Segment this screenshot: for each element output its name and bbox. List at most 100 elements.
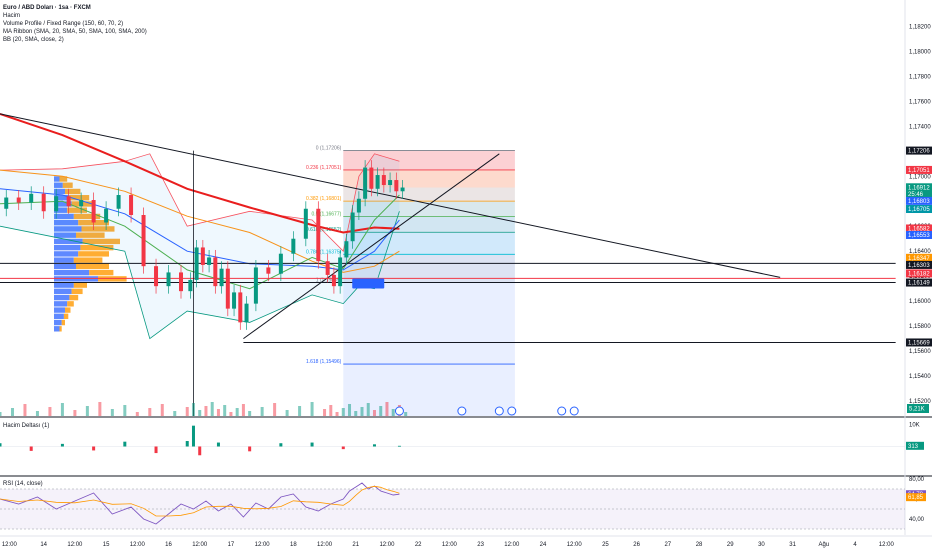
price-tick-label: 1,17000 bbox=[909, 174, 931, 180]
indicator-bb[interactable]: BB (20, SMA, close, 2) bbox=[3, 37, 64, 43]
candle-body bbox=[331, 274, 336, 287]
volume-bar bbox=[35, 411, 39, 416]
indicator-volume-profile[interactable]: Volume Profile / Fixed Range (150, 60, 7… bbox=[3, 21, 124, 27]
volume-profile-bar-up bbox=[54, 238, 83, 245]
price-tick-label: 1,16400 bbox=[909, 249, 931, 255]
price-label-bg bbox=[906, 224, 932, 233]
price-label-bg bbox=[906, 146, 932, 155]
volume-bar bbox=[204, 406, 208, 416]
candle-body bbox=[344, 241, 349, 258]
flag-icon bbox=[557, 406, 567, 416]
price-label: 1,17051 bbox=[908, 168, 930, 174]
delta-pane-title[interactable]: Hacim Deltası (1) bbox=[3, 423, 50, 429]
delta-bar bbox=[154, 446, 158, 454]
volume-bar bbox=[372, 410, 376, 416]
volume-profile-bar-up bbox=[54, 201, 72, 207]
volume-profile-bar-down bbox=[89, 269, 114, 276]
time-tick-label: 22 bbox=[415, 542, 422, 548]
candle-body bbox=[104, 208, 109, 223]
delta-bar bbox=[372, 444, 376, 447]
time-tick-label: 12:00 bbox=[504, 542, 520, 548]
price-label: 1,17206 bbox=[908, 149, 930, 155]
volume-bar bbox=[198, 410, 202, 416]
volume-bar bbox=[23, 404, 27, 416]
position-stop-zone bbox=[343, 187, 515, 416]
volume-bar bbox=[160, 404, 164, 416]
time-tick-label: Ağu bbox=[819, 542, 830, 548]
volume-profile-bar-up bbox=[54, 301, 68, 307]
price-label: 1,16347 bbox=[908, 256, 930, 262]
volume-bar bbox=[185, 407, 189, 416]
volume-indicator-label[interactable]: Hacim bbox=[3, 13, 21, 19]
volume-profile-bar-down bbox=[76, 263, 109, 270]
candle-body bbox=[266, 267, 271, 274]
rsi-value-label: 61,85 bbox=[908, 495, 924, 501]
price-tick-label: 1,18200 bbox=[909, 24, 931, 30]
volume-profile-bar-up bbox=[54, 251, 79, 257]
price-tick-label: 1,16000 bbox=[909, 299, 931, 305]
price-label-bg bbox=[906, 205, 932, 214]
candle-body bbox=[232, 292, 237, 309]
candle-body bbox=[225, 268, 230, 309]
volume-profile-bar-up bbox=[54, 294, 70, 301]
price-label: 1,16553 bbox=[908, 233, 930, 239]
volume-bar bbox=[10, 408, 14, 416]
price-tick-label: 1,17600 bbox=[909, 99, 931, 105]
time-tick-label: 26 bbox=[633, 542, 640, 548]
volume-profile-bar-down bbox=[59, 176, 68, 182]
volume-bar bbox=[379, 406, 383, 416]
time-tick-label: 15 bbox=[103, 542, 110, 548]
indicator-ma-ribbon[interactable]: MA Ribbon (SMA, 20, SMA, 50, SMA, 100, S… bbox=[3, 29, 147, 35]
volume-bar bbox=[135, 412, 139, 416]
volume-bar bbox=[216, 409, 220, 416]
symbol-title[interactable]: Euro / ABD Doları · 1sa · FXCM bbox=[3, 5, 91, 11]
position-entry-marker bbox=[352, 278, 385, 289]
candle-body bbox=[303, 208, 308, 239]
volume-bar bbox=[385, 402, 389, 416]
volume-bar bbox=[241, 404, 245, 416]
flag-icon bbox=[394, 406, 404, 416]
time-tick-label: 12:00 bbox=[442, 542, 458, 548]
rsi-tick-label: 40,00 bbox=[909, 517, 925, 523]
volume-profile-bar-up bbox=[54, 257, 74, 263]
volume-profile-bar-up bbox=[54, 226, 82, 232]
candle-body bbox=[41, 193, 46, 212]
price-label-bg bbox=[906, 230, 932, 239]
volume-profile-bar-up bbox=[54, 269, 90, 276]
candle-body bbox=[316, 208, 321, 262]
price-label-bg bbox=[906, 189, 932, 198]
volume-profile-bar-down bbox=[73, 213, 101, 220]
time-tick-label: 12:00 bbox=[67, 542, 83, 548]
fib-band bbox=[343, 232, 515, 255]
candle-body bbox=[291, 238, 296, 254]
volume-profile-bar-up bbox=[54, 326, 60, 332]
delta-bar bbox=[397, 445, 401, 447]
candle-body bbox=[213, 257, 218, 287]
flag-icon bbox=[494, 406, 504, 416]
volume-bar bbox=[85, 406, 89, 416]
time-tick-label: 23 bbox=[477, 542, 484, 548]
volume-bar bbox=[310, 402, 314, 416]
candle-body bbox=[400, 187, 405, 192]
volume-profile-bar-down bbox=[63, 313, 69, 320]
volume-bar bbox=[323, 409, 327, 416]
time-tick-label: 12:00 bbox=[317, 542, 333, 548]
candle-body bbox=[129, 195, 134, 215]
volume-bar bbox=[248, 411, 252, 416]
candle-body bbox=[253, 267, 258, 304]
delta-bar bbox=[191, 425, 195, 447]
candle-body bbox=[244, 303, 249, 323]
volume-profile-bar-down bbox=[73, 257, 103, 263]
volume-bar bbox=[360, 407, 364, 416]
fib-level-label: 1 (1,15669) bbox=[316, 278, 342, 284]
time-tick-label: 12:00 bbox=[192, 542, 208, 548]
price-label: 1,16912 bbox=[908, 185, 930, 191]
price-label-bg bbox=[906, 278, 932, 287]
price-label-bg bbox=[906, 196, 932, 205]
volume-profile-bar-down bbox=[80, 244, 114, 251]
rsi-pane-title[interactable]: RSI (14, close) bbox=[3, 481, 43, 487]
volume-profile-bar-up bbox=[54, 288, 72, 295]
volume-bar bbox=[98, 402, 102, 416]
volume-profile-bar-up bbox=[54, 207, 68, 213]
